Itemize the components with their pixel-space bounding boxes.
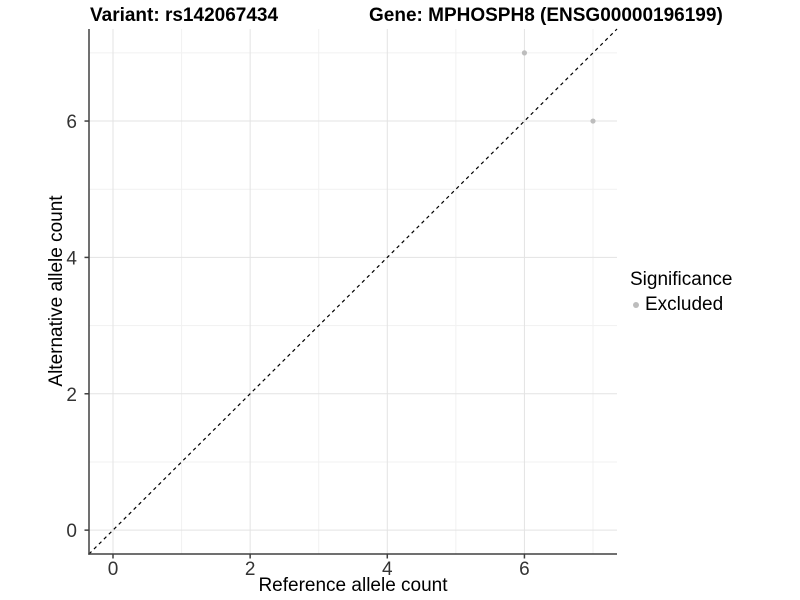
legend-title: Significance [630, 269, 733, 290]
legend-entry-excluded: Excluded [630, 294, 732, 316]
legend-entry-label: Excluded [645, 294, 724, 315]
y-axis-title: Alternative allele count [46, 195, 67, 387]
svg-text:0: 0 [66, 521, 77, 542]
svg-text:4: 4 [382, 559, 393, 580]
svg-text:6: 6 [66, 112, 77, 133]
svg-text:6: 6 [519, 559, 530, 580]
legend-point-icon [633, 302, 639, 308]
x-axis-title: Reference allele count [258, 575, 448, 596]
svg-text:2: 2 [245, 559, 256, 580]
svg-text:0: 0 [108, 559, 119, 580]
plot-title-gene: Gene: MPHOSPH8 (ENSG00000196199) [369, 5, 723, 26]
svg-text:2: 2 [66, 385, 77, 406]
plot-title-variant: Variant: rs142067434 [90, 5, 279, 26]
legend: Significance Excluded [630, 269, 732, 316]
svg-text:4: 4 [66, 248, 77, 269]
